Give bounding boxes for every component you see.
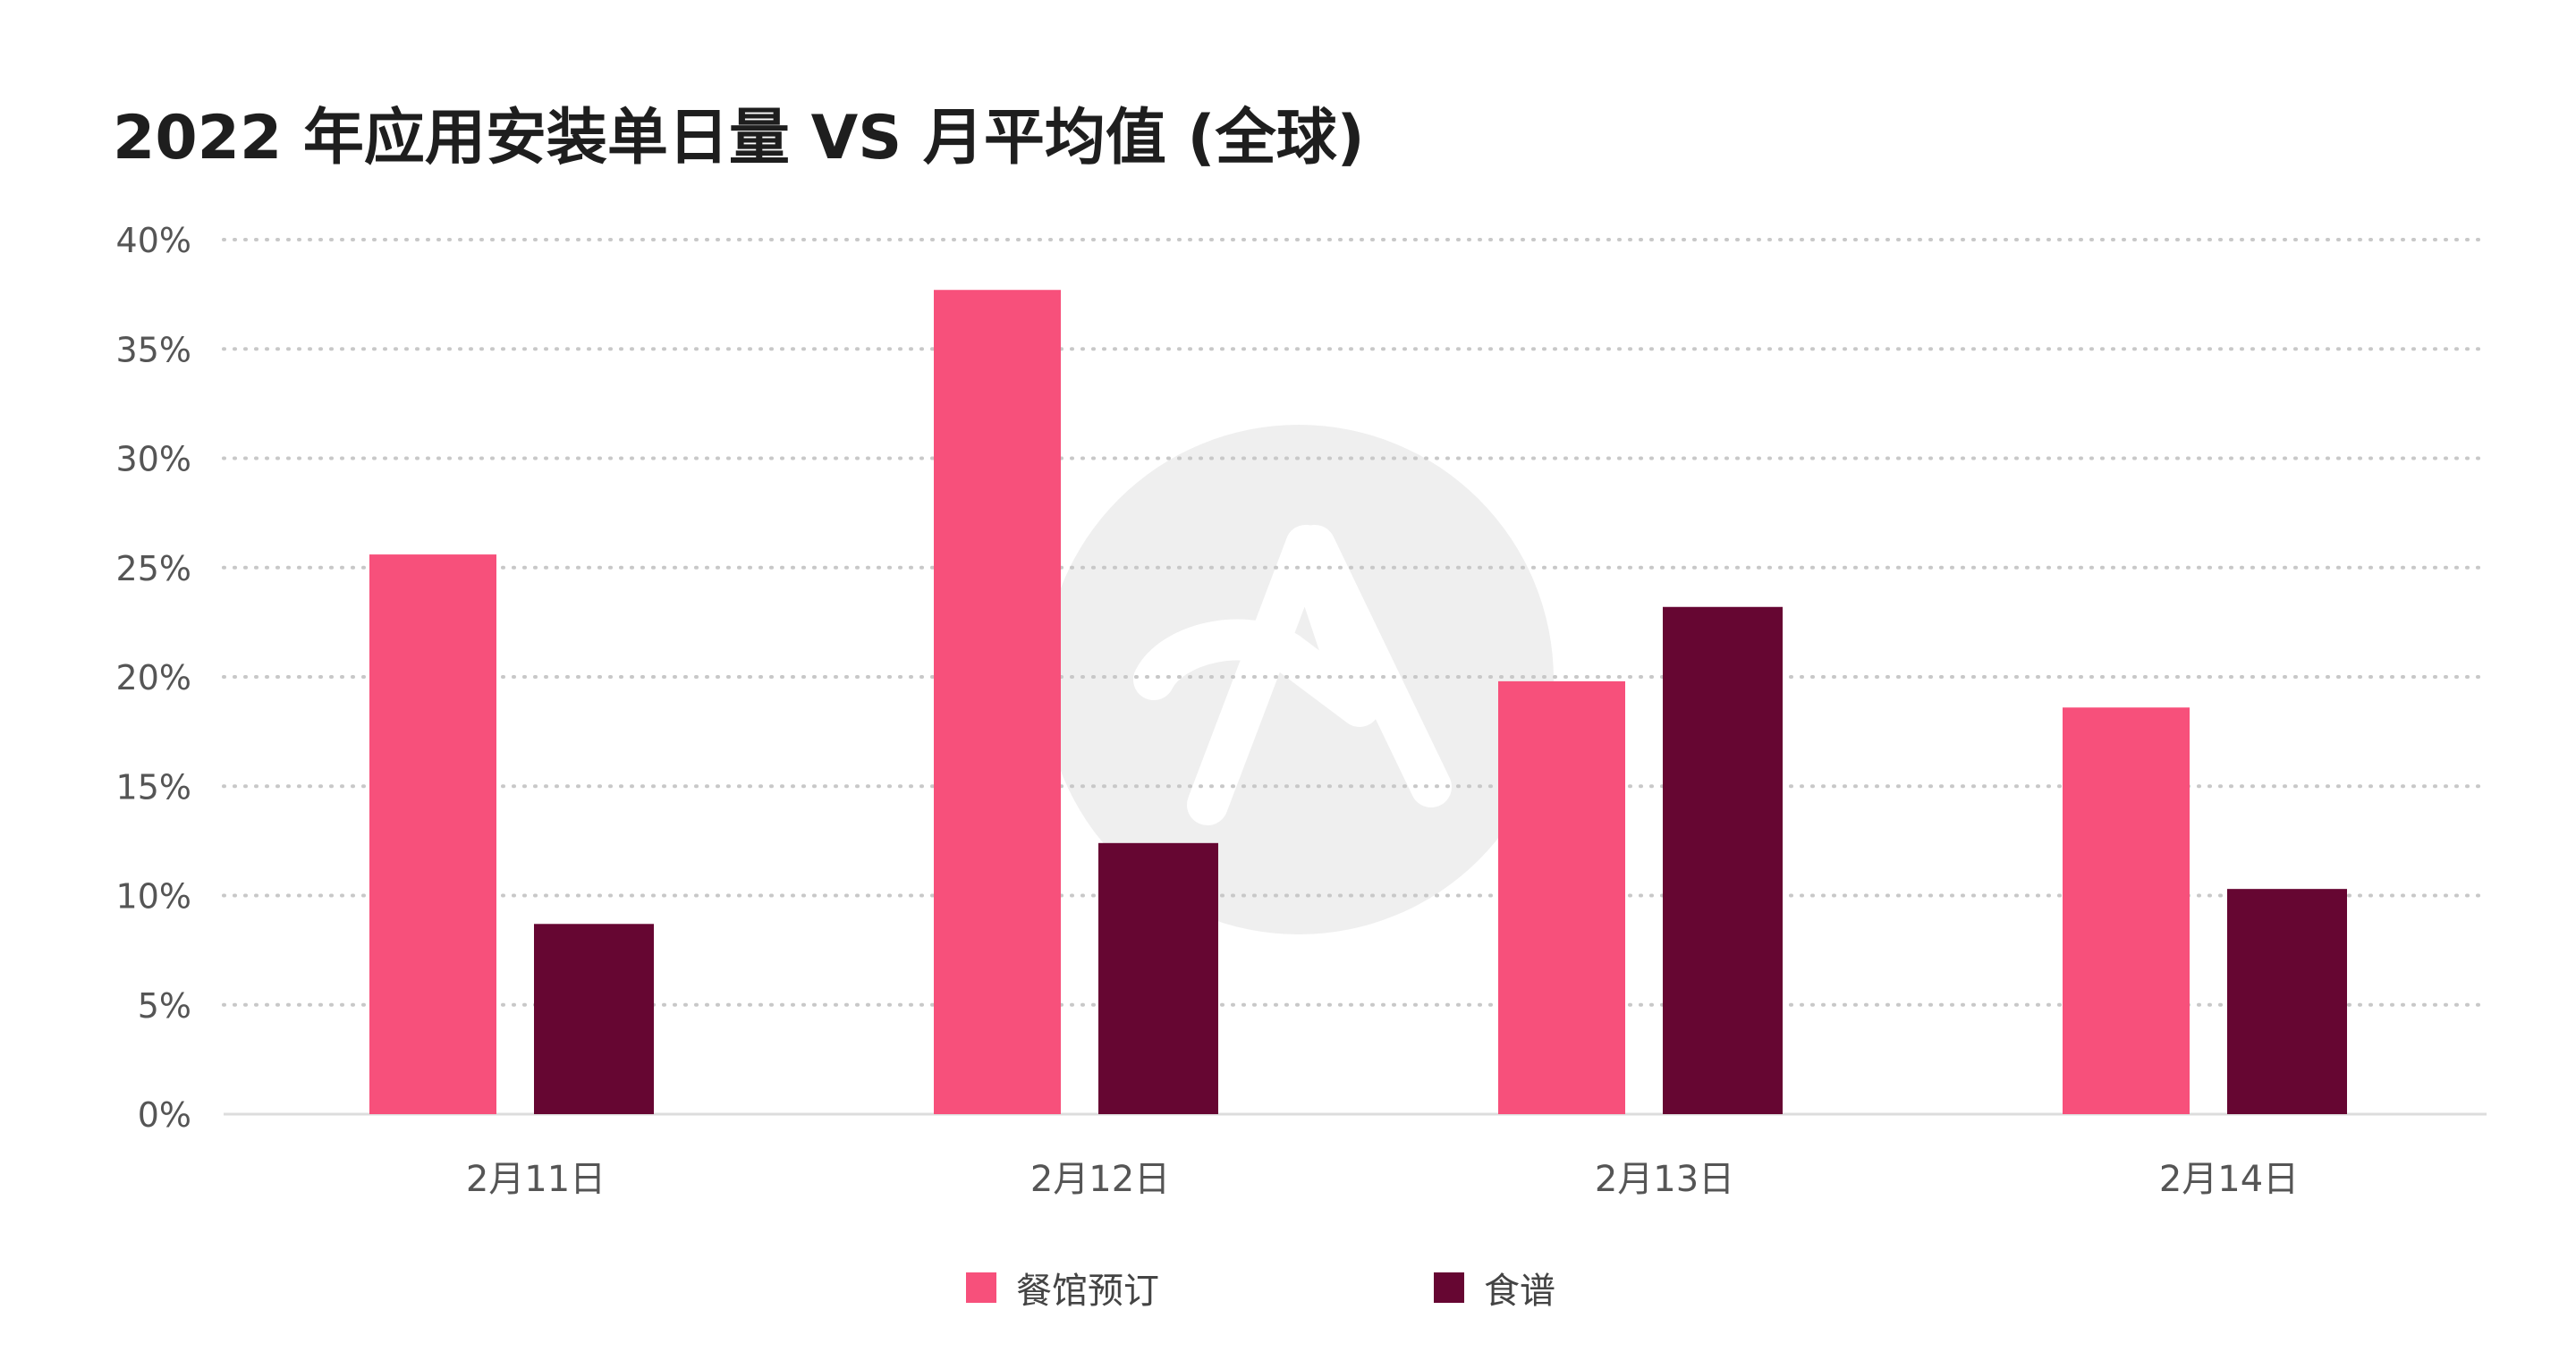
bars: [369, 290, 2347, 1114]
y-tick-label: 5%: [138, 986, 191, 1026]
y-axis-ticks: 0% 5% 10% 15% 20% 25% 30% 35% 40%: [116, 221, 191, 1135]
chart-title: 2022 年应用安装单日量 VS 月平均值 (全球): [113, 103, 1365, 173]
y-tick-label: 40%: [116, 221, 191, 260]
bar-restaurant-2[interactable]: [934, 290, 1061, 1114]
x-tick-label: 2月12日: [1030, 1159, 1170, 1200]
legend-label-restaurant: 餐馆预订: [1016, 1271, 1159, 1312]
bar-recipe-3[interactable]: [1663, 606, 1783, 1114]
x-tick-label: 2月14日: [2159, 1159, 2299, 1200]
bar-restaurant-1[interactable]: [369, 554, 496, 1114]
watermark-logo-shape: [1133, 525, 1380, 825]
y-tick-label: 20%: [116, 658, 191, 697]
watermark-logo-icon: [1044, 425, 1554, 934]
x-tick-label: 2月11日: [466, 1159, 606, 1200]
y-tick-label: 30%: [116, 440, 191, 479]
x-tick-label: 2月13日: [1595, 1159, 1734, 1200]
bar-restaurant-3[interactable]: [1498, 680, 1625, 1114]
bar-recipe-4[interactable]: [2227, 889, 2347, 1114]
y-tick-label: 15%: [116, 767, 191, 807]
legend-item-restaurant[interactable]: 餐馆预订: [966, 1261, 1159, 1314]
legend-label-recipe: 食谱: [1484, 1271, 1555, 1312]
watermark-logo-stroke: [1294, 525, 1452, 807]
bar-recipe-2[interactable]: [1098, 842, 1218, 1114]
legend-swatch-restaurant: [966, 1272, 996, 1303]
bar-restaurant-4[interactable]: [2063, 707, 2190, 1114]
y-tick-label: 0%: [138, 1095, 191, 1135]
legend: 餐馆预订 食谱: [0, 1261, 2576, 1314]
legend-item-recipe[interactable]: 食谱: [1434, 1261, 1555, 1314]
x-axis-ticks: 2月11日 2月12日 2月13日 2月14日: [466, 1159, 2299, 1200]
y-tick-label: 10%: [116, 877, 191, 917]
legend-swatch-recipe: [1434, 1272, 1464, 1303]
y-tick-label: 35%: [116, 330, 191, 369]
y-tick-label: 25%: [116, 549, 191, 588]
bar-recipe-1[interactable]: [534, 924, 654, 1114]
